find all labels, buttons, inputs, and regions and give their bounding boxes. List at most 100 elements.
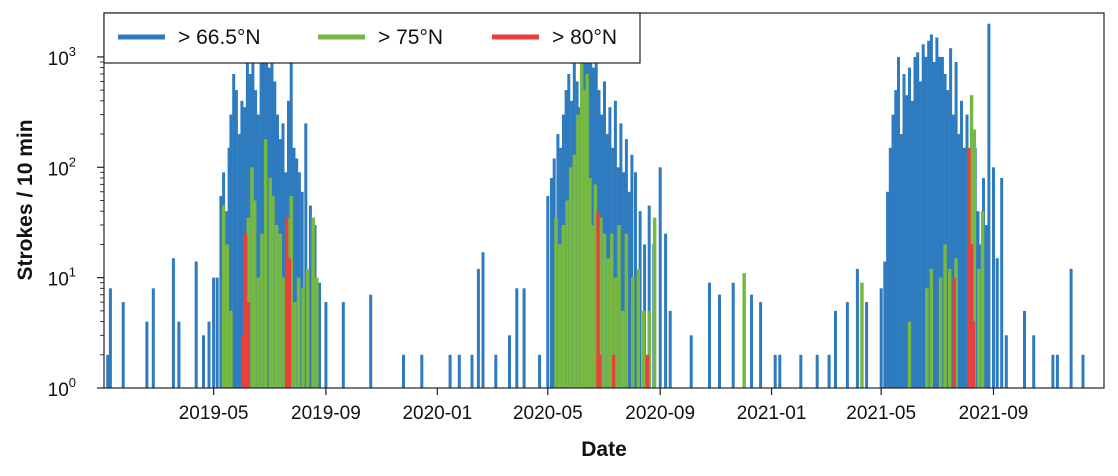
- bar-series0-47: [324, 302, 328, 388]
- x-tick-label-3: 2020-05: [513, 403, 583, 424]
- bar-series0-92: [630, 154, 634, 388]
- bar-series2-9: [952, 277, 956, 388]
- bar-series0-53: [457, 354, 461, 388]
- bar-series0-123: [899, 134, 903, 388]
- bar-series0-164: [1069, 268, 1073, 388]
- bar-series0-155: [987, 23, 991, 388]
- bar-series0-107: [773, 354, 777, 388]
- bar-series1-52: [907, 321, 912, 388]
- bar-series0-23: [248, 74, 252, 388]
- bar-series1-31: [582, 90, 587, 388]
- bar-series0-96: [647, 205, 651, 388]
- bar-series0-147: [965, 114, 969, 388]
- legend-label-above-66-5n: > 66.5°N: [178, 26, 261, 49]
- bar-series0-162: [1051, 354, 1055, 388]
- bar-series1-53: [925, 288, 929, 388]
- bar-series0-111: [827, 354, 831, 388]
- bar-series1-48: [647, 310, 651, 388]
- bar-series0-88: [619, 123, 623, 389]
- bar-series0-160: [1023, 310, 1026, 388]
- bar-series1-41: [613, 277, 618, 388]
- bar-series0-146: [962, 147, 966, 388]
- bar-series0-3: [145, 321, 149, 388]
- bar-series1-6: [252, 200, 257, 388]
- bar-series0-44: [308, 205, 312, 388]
- bar-series0-109: [799, 354, 803, 388]
- bar-series1-18: [296, 277, 301, 388]
- bar-series0-98: [658, 167, 662, 388]
- bar-series0-101: [689, 335, 693, 388]
- bar-series0-7: [194, 261, 198, 388]
- bar-series0-12: [219, 195, 223, 388]
- bar-series1-51: [860, 282, 864, 388]
- bar-series2-10: [967, 147, 971, 388]
- bar-series1-11: [271, 195, 275, 388]
- bar-series0-58: [508, 335, 511, 388]
- bar-series1-24: [558, 244, 562, 388]
- bar-series1-55: [938, 277, 943, 388]
- bar-series2-7: [611, 354, 616, 388]
- bar-series2-12: [971, 321, 976, 388]
- bar-series0-159: [1004, 335, 1008, 388]
- bar-series0-62: [546, 195, 550, 388]
- bar-series0-108: [778, 354, 782, 388]
- bar-series1-56: [943, 244, 947, 388]
- y-tick-label-3: 103: [48, 44, 76, 70]
- y-axis-title: Strokes / 10 min: [14, 119, 37, 280]
- bar-series0-32: [273, 81, 277, 389]
- bar-series1-34: [590, 225, 595, 388]
- bar-series0-131: [921, 44, 925, 389]
- bar-series1-47: [642, 310, 646, 388]
- x-tick-label-2: 2020-01: [402, 403, 472, 424]
- bar-series0-1: [108, 288, 112, 388]
- bar-series0-133: [927, 40, 931, 389]
- x-tick-label-6: 2021-05: [846, 403, 916, 424]
- bar-series1-27: [568, 167, 573, 388]
- bar-series1-19: [301, 288, 305, 388]
- bar-series0-39: [292, 147, 296, 388]
- bar-series0-157: [995, 258, 999, 388]
- bar-series0-19: [237, 134, 241, 388]
- bar-series1-25: [561, 225, 566, 388]
- bar-series0-145: [960, 100, 963, 389]
- bar-series0-113: [845, 302, 849, 388]
- bar-series0-91: [627, 191, 631, 388]
- bar-series0-102: [708, 282, 711, 388]
- bar-series0-28: [262, 56, 266, 389]
- bar-series0-86: [613, 100, 617, 389]
- y-tick-label-2: 102: [48, 154, 76, 180]
- bar-series0-9: [207, 321, 211, 388]
- bar-series1-8: [260, 233, 264, 388]
- bar-series1-5: [250, 167, 254, 388]
- bar-series0-57: [494, 354, 498, 388]
- bar-series0-54: [470, 354, 474, 388]
- bar-series0-130: [918, 81, 922, 389]
- x-tick-label-4: 2020-09: [625, 403, 695, 424]
- bar-series1-42: [617, 225, 621, 388]
- bar-series0-48: [341, 302, 345, 388]
- bar-series1-30: [579, 48, 584, 388]
- legend-box: [103, 12, 641, 64]
- bar-series1-20: [305, 268, 310, 388]
- bar-series1-13: [278, 233, 282, 388]
- bar-series0-139: [943, 74, 947, 388]
- bar-series0-124: [902, 74, 906, 388]
- bar-series1-39: [606, 258, 610, 388]
- bar-series0-55: [476, 268, 480, 388]
- bar-series0-6: [177, 321, 181, 388]
- bar-series1-32: [585, 74, 589, 388]
- bar-series0-65: [556, 134, 560, 388]
- bar-series0-143: [954, 62, 958, 388]
- bar-series1-28: [572, 154, 577, 388]
- bar-series1-1: [225, 244, 229, 388]
- bar-series1-63: [980, 211, 985, 388]
- bar-series0-27: [259, 44, 263, 389]
- bar-series0-141: [949, 48, 953, 388]
- bar-series0-129: [916, 52, 920, 389]
- bar-series0-89: [622, 172, 626, 388]
- bar-series0-165: [1081, 354, 1085, 388]
- bar-series0-114: [855, 268, 859, 388]
- bar-series1-10: [268, 178, 272, 388]
- bar-series1-62: [977, 268, 981, 388]
- bar-series1-61: [972, 129, 977, 388]
